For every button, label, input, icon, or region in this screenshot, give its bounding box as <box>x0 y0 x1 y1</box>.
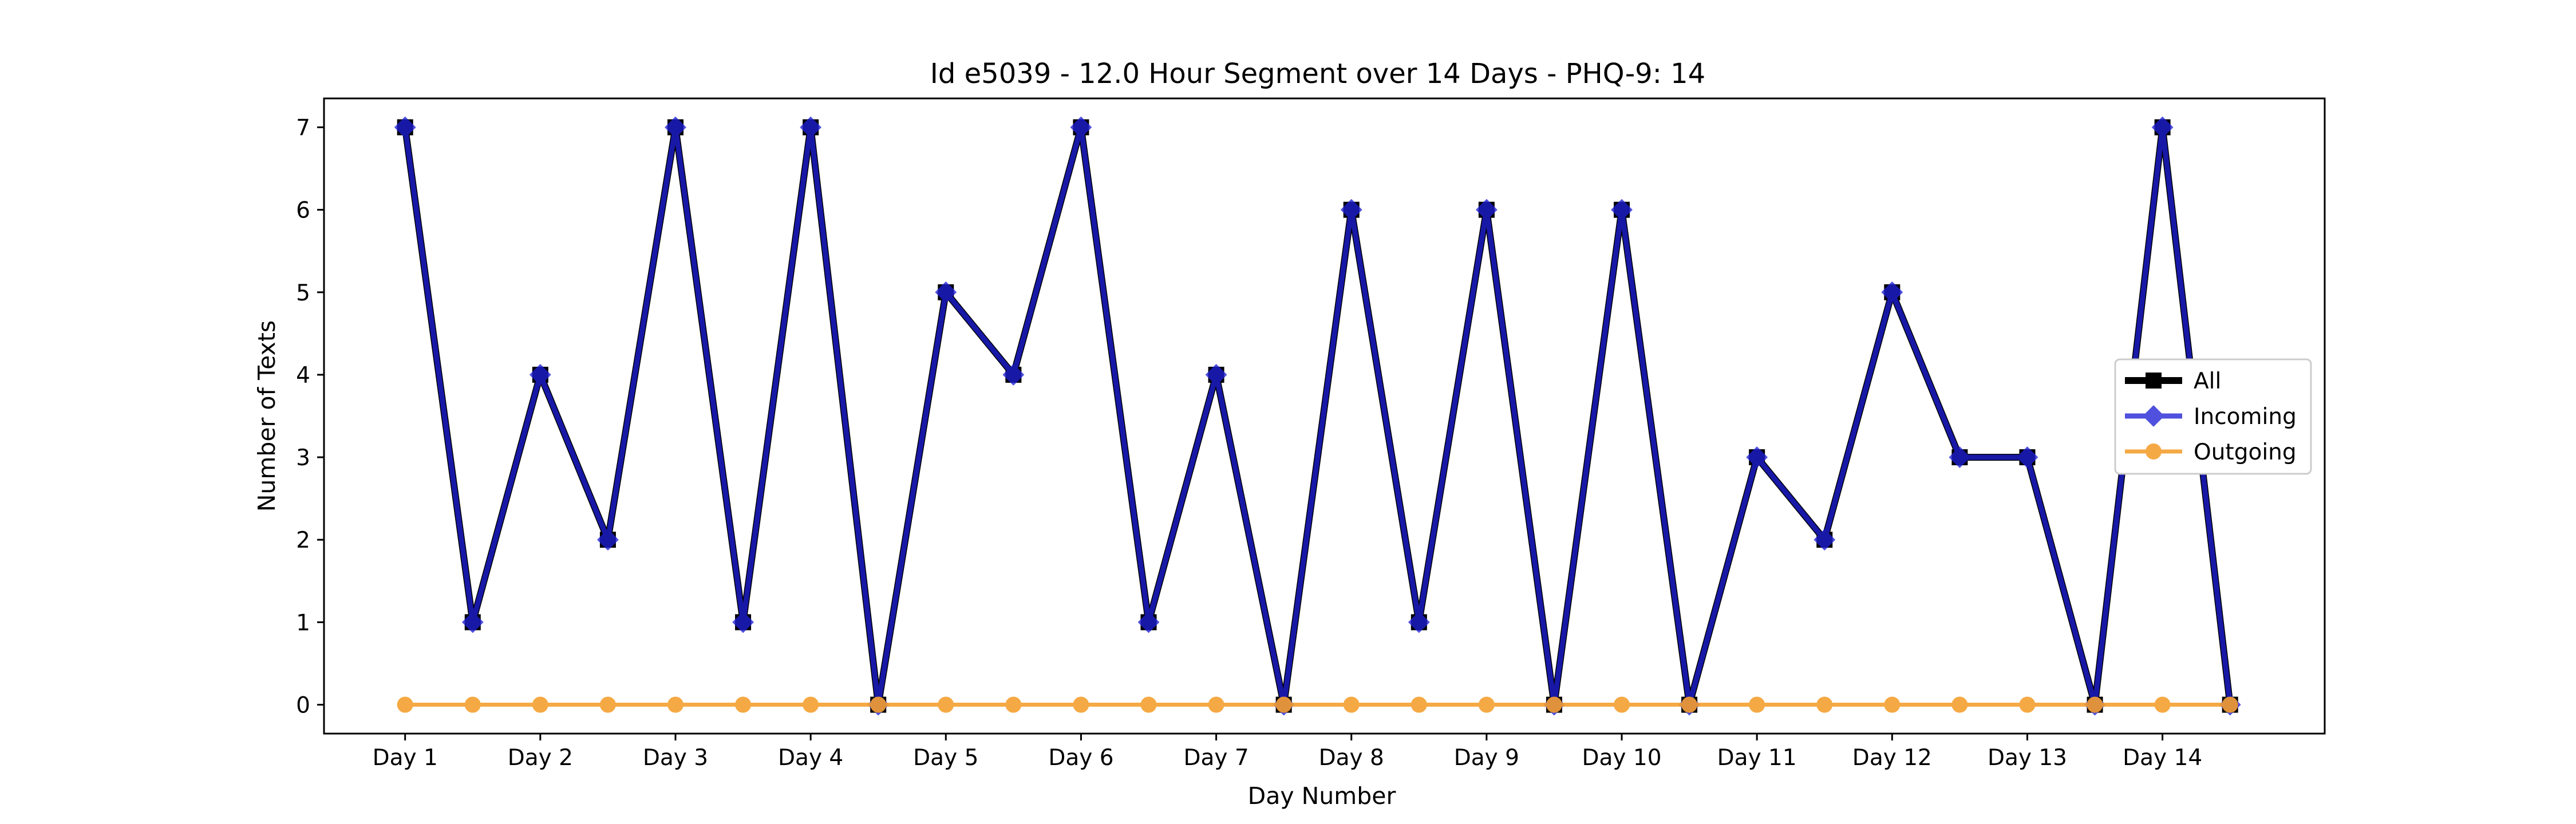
data-point <box>1881 281 1903 303</box>
x-tick-label: Day 5 <box>913 745 978 771</box>
data-point <box>1475 199 1498 221</box>
data-point <box>732 611 754 633</box>
data-point <box>596 529 619 551</box>
legend-item-incoming <box>2125 405 2182 427</box>
data-point <box>1140 696 1157 713</box>
legend-item-all <box>2125 373 2182 389</box>
data-point <box>1408 611 1430 633</box>
data-point <box>800 116 822 138</box>
y-tick-label: 7 <box>296 115 310 141</box>
x-tick-label: Day 9 <box>1454 745 1519 771</box>
x-tick-label: Day 3 <box>643 745 708 771</box>
y-tick-label: 4 <box>296 363 310 389</box>
y-tick-label: 5 <box>296 280 310 306</box>
legend-marker <box>2146 373 2162 389</box>
y-tick-label: 1 <box>296 610 310 636</box>
data-point <box>667 696 683 713</box>
x-axis-label: Day Number <box>1248 782 1396 810</box>
x-tick-label: Day 7 <box>1183 745 1249 771</box>
legend-label: All <box>2194 369 2221 394</box>
series-line <box>401 124 2234 708</box>
y-tick-label: 0 <box>296 693 310 719</box>
y-axis: 0 1 2 3 4 5 6 7 <box>296 115 324 719</box>
series-outgoing <box>397 696 2238 713</box>
x-tick-label: Day 2 <box>508 745 573 771</box>
legend-marker <box>2146 443 2162 459</box>
data-point <box>1340 199 1362 221</box>
series-all <box>397 119 2238 713</box>
data-point <box>1611 199 1633 221</box>
legend-item-outgoing <box>2125 443 2182 459</box>
data-point <box>735 696 752 713</box>
series-incoming <box>394 116 2241 716</box>
data-point <box>1884 696 1901 713</box>
data-point <box>803 696 819 713</box>
data-point <box>532 696 548 713</box>
data-point <box>1411 696 1427 713</box>
y-axis-label: Number of Texts <box>253 320 280 512</box>
y-tick-label: 3 <box>296 445 310 471</box>
data-point <box>1343 696 1360 713</box>
data-point <box>1208 696 1224 713</box>
legend-label: Outgoing <box>2194 439 2297 465</box>
data-point <box>461 611 484 633</box>
data-point <box>1546 696 1562 713</box>
data-point <box>1749 696 1765 713</box>
data-point <box>1137 611 1160 633</box>
data-point <box>935 281 957 303</box>
data-point <box>529 364 551 386</box>
chart-title: Id e5039 - 12.0 Hour Segment over 14 Day… <box>930 58 1705 90</box>
y-tick-label: 6 <box>296 198 310 224</box>
x-tick-label: Day 13 <box>1988 745 2067 771</box>
x-tick-label: Day 1 <box>373 745 438 771</box>
data-point <box>938 696 954 713</box>
series-line <box>402 125 2233 707</box>
data-point <box>1816 696 1833 713</box>
data-point <box>1681 696 1698 713</box>
x-tick-label: Day 10 <box>1582 745 1662 771</box>
y-tick-label: 2 <box>296 528 310 553</box>
data-point <box>1002 364 1025 386</box>
data-point <box>1073 696 1089 713</box>
plot-area <box>323 97 2326 735</box>
data-point <box>394 116 416 138</box>
data-point <box>464 696 481 713</box>
x-tick-label: Day 12 <box>1852 745 1932 771</box>
data-point <box>2151 116 2174 138</box>
x-tick-label: Day 8 <box>1319 745 1384 771</box>
data-point <box>2019 696 2036 713</box>
series-layer <box>394 116 2241 716</box>
data-point <box>1814 529 1836 551</box>
data-point <box>870 696 887 713</box>
data-point <box>397 696 413 713</box>
legend: All Incoming Outgoing <box>2114 358 2312 475</box>
data-point <box>1478 696 1495 713</box>
data-point <box>1614 696 1630 713</box>
legend-marker <box>2143 405 2164 427</box>
data-point <box>1070 116 1092 138</box>
data-point <box>665 116 686 138</box>
data-point <box>1949 446 1971 468</box>
data-point <box>2154 696 2171 713</box>
data-point <box>1951 696 1968 713</box>
data-point <box>2222 696 2238 713</box>
x-axis: Day 1 Day 2 Day 3 Day 4 Day 5 Day 6 Day 7 Day 8… <box>373 734 2202 771</box>
data-point <box>1746 446 1768 468</box>
x-tick-label: Day 6 <box>1048 745 1113 771</box>
x-tick-label: Day 14 <box>2123 745 2202 771</box>
x-tick-label: Day 11 <box>1717 745 1797 771</box>
data-point <box>2016 446 2038 468</box>
data-point <box>1205 364 1227 386</box>
x-tick-label: Day 4 <box>778 745 843 771</box>
data-point <box>1005 696 1022 713</box>
data-point <box>1275 696 1292 713</box>
data-point <box>2087 696 2103 713</box>
data-point <box>599 696 616 713</box>
legend-frame <box>2114 358 2312 475</box>
legend-label: Incoming <box>2194 404 2297 430</box>
